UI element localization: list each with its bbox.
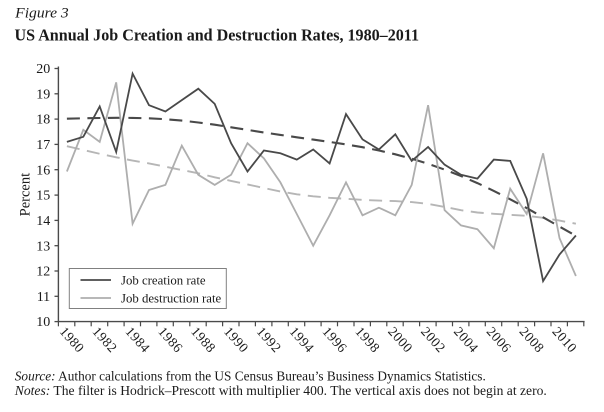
svg-text:20: 20 — [36, 62, 50, 77]
svg-text:Job destruction rate: Job destruction rate — [121, 291, 222, 305]
svg-text:Percent: Percent — [18, 173, 34, 216]
svg-text:12: 12 — [36, 265, 50, 280]
svg-text:11: 11 — [37, 290, 50, 305]
svg-text:14: 14 — [36, 214, 50, 229]
svg-text:16: 16 — [36, 163, 50, 178]
svg-text:19: 19 — [36, 87, 50, 102]
svg-text:Job creation rate: Job creation rate — [121, 273, 206, 287]
svg-text:10: 10 — [36, 315, 50, 330]
svg-text:Source: Author calculations fr: Source: Author calculations from the US … — [15, 368, 486, 383]
svg-text:US Annual Job Creation and Des: US Annual Job Creation and Destruction R… — [15, 26, 420, 45]
svg-text:18: 18 — [36, 113, 50, 128]
svg-text:Notes: The filter is Hodrick–P: Notes: The filter is Hodrick–Prescott wi… — [14, 383, 547, 398]
svg-text:15: 15 — [36, 189, 50, 204]
svg-text:Figure 3: Figure 3 — [14, 5, 69, 22]
svg-text:13: 13 — [36, 239, 50, 254]
svg-text:17: 17 — [36, 138, 50, 153]
